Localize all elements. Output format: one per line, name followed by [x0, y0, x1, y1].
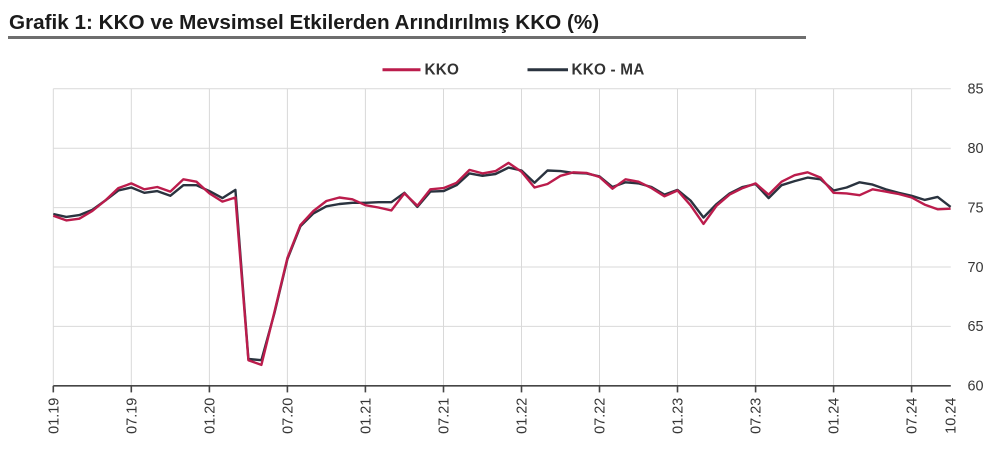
svg-text:07.19: 07.19 — [124, 398, 140, 434]
svg-text:07.24: 07.24 — [905, 398, 921, 434]
svg-text:KKO: KKO — [425, 62, 460, 79]
svg-text:01.23: 01.23 — [671, 398, 687, 434]
svg-text:80: 80 — [968, 141, 984, 157]
svg-text:01.20: 01.20 — [202, 398, 218, 434]
svg-text:KKO - MA: KKO - MA — [572, 62, 645, 79]
svg-text:07.23: 07.23 — [749, 398, 765, 434]
svg-text:01.21: 01.21 — [358, 398, 374, 434]
svg-text:65: 65 — [968, 319, 984, 335]
svg-text:10.24: 10.24 — [944, 398, 960, 434]
svg-text:85: 85 — [968, 82, 984, 98]
svg-text:01.24: 01.24 — [827, 398, 843, 434]
svg-text:70: 70 — [968, 260, 984, 276]
svg-text:75: 75 — [968, 200, 984, 216]
svg-text:01.19: 01.19 — [46, 398, 62, 434]
svg-text:07.22: 07.22 — [593, 398, 609, 434]
svg-text:60: 60 — [968, 379, 984, 395]
svg-text:01.22: 01.22 — [515, 398, 531, 434]
svg-text:07.21: 07.21 — [437, 398, 453, 434]
svg-text:07.20: 07.20 — [280, 398, 296, 434]
